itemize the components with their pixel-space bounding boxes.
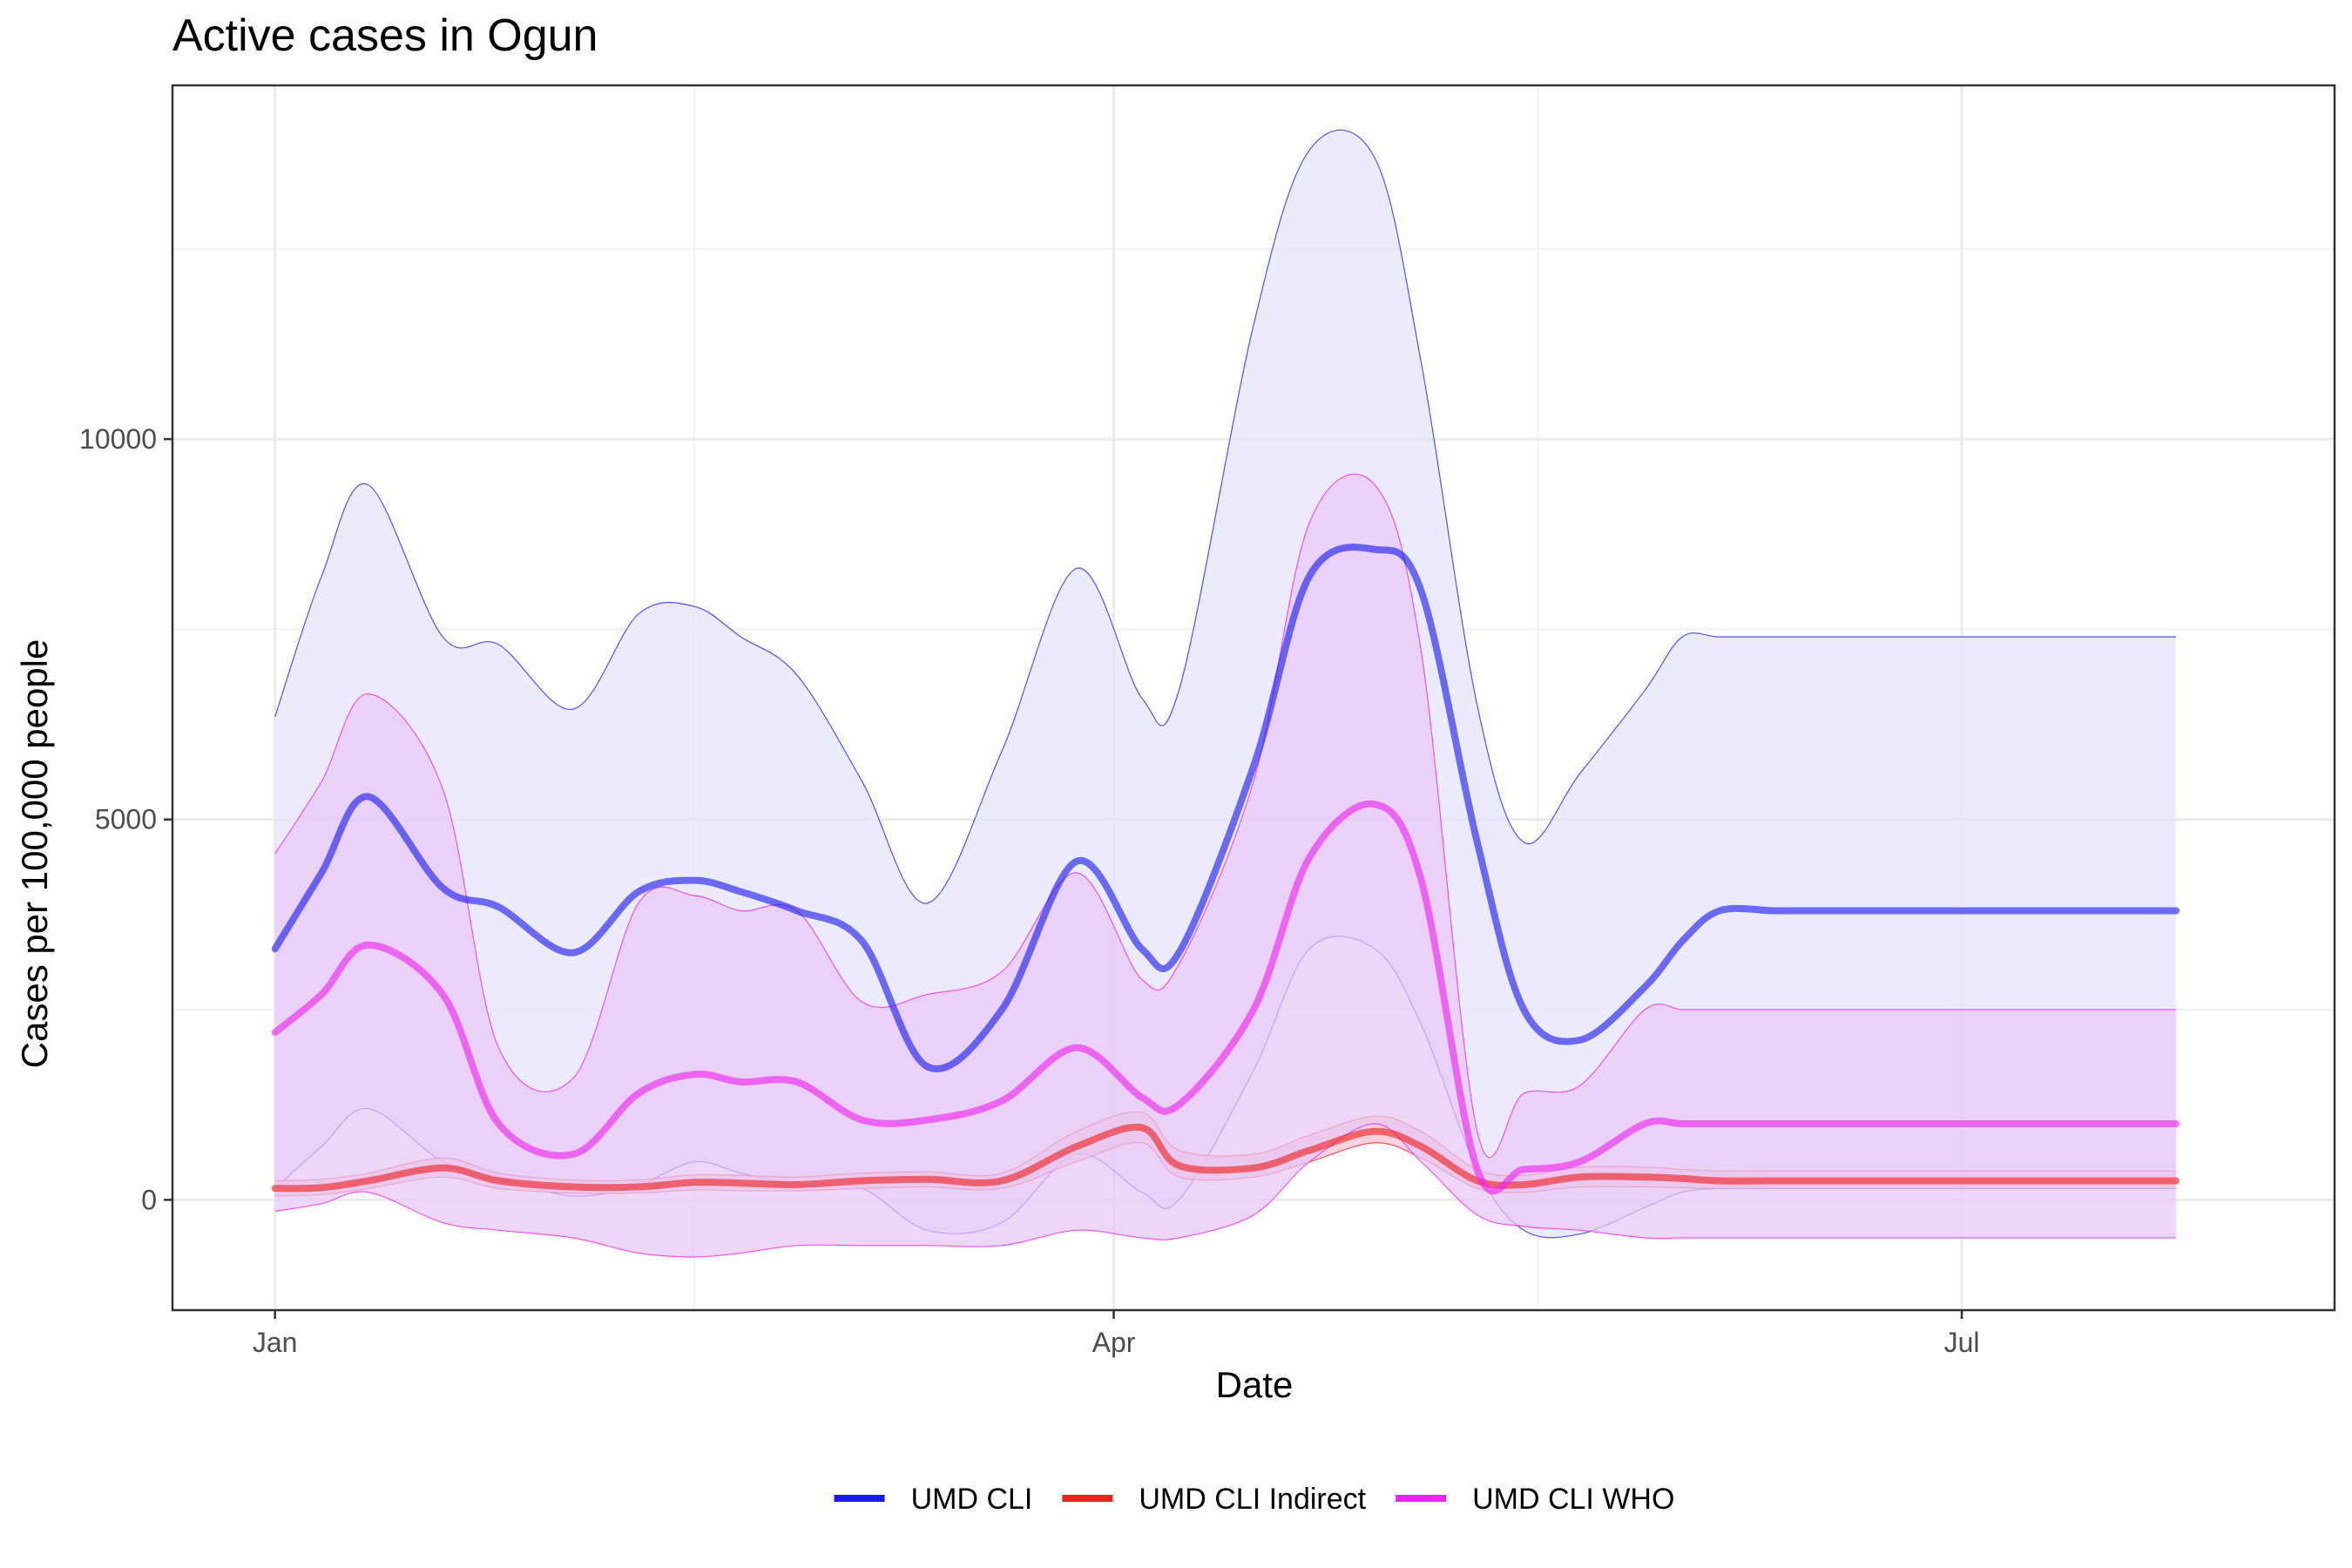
series-line-umd-cli-who bbox=[271, 800, 2180, 1195]
plot-area: 0 5000 10000 Jan Apr Jul bbox=[79, 84, 2336, 1358]
chart-title: Active cases in Ogun bbox=[172, 10, 598, 61]
ribbon-umd-cli-who bbox=[274, 474, 2177, 1257]
series-line-umd-cli-indirect bbox=[271, 1123, 2180, 1193]
legend-label-umd-cli: UMD CLI bbox=[911, 1483, 1033, 1516]
x-tick-label: Jul bbox=[1944, 1327, 1980, 1358]
y-tick-label: 0 bbox=[141, 1184, 157, 1215]
x-axis-title: Date bbox=[1216, 1364, 1294, 1405]
y-tick-label: 5000 bbox=[95, 804, 157, 835]
x-tick-label: Jan bbox=[253, 1327, 298, 1358]
y-tick-label: 10000 bbox=[79, 423, 157, 455]
legend-label-umd-cli-who: UMD CLI WHO bbox=[1472, 1483, 1674, 1516]
panel-border bbox=[171, 84, 2336, 1312]
x-tick-label: Apr bbox=[1092, 1327, 1136, 1358]
legend: UMD CLI UMD CLI Indirect UMD CLI WHO bbox=[834, 1483, 1674, 1516]
legend-label-umd-cli-indirect: UMD CLI Indirect bbox=[1139, 1483, 1366, 1516]
ribbon-upper-edge-umd-cli bbox=[274, 129, 2177, 904]
series-line-umd-cli bbox=[271, 544, 2180, 1072]
ribbon-lower-edge-umd-cli-who bbox=[274, 1123, 2177, 1258]
ribbon-upper-edge-umd-cli-who bbox=[274, 473, 2177, 1159]
y-axis-title: Cases per 100,000 people bbox=[14, 639, 55, 1069]
